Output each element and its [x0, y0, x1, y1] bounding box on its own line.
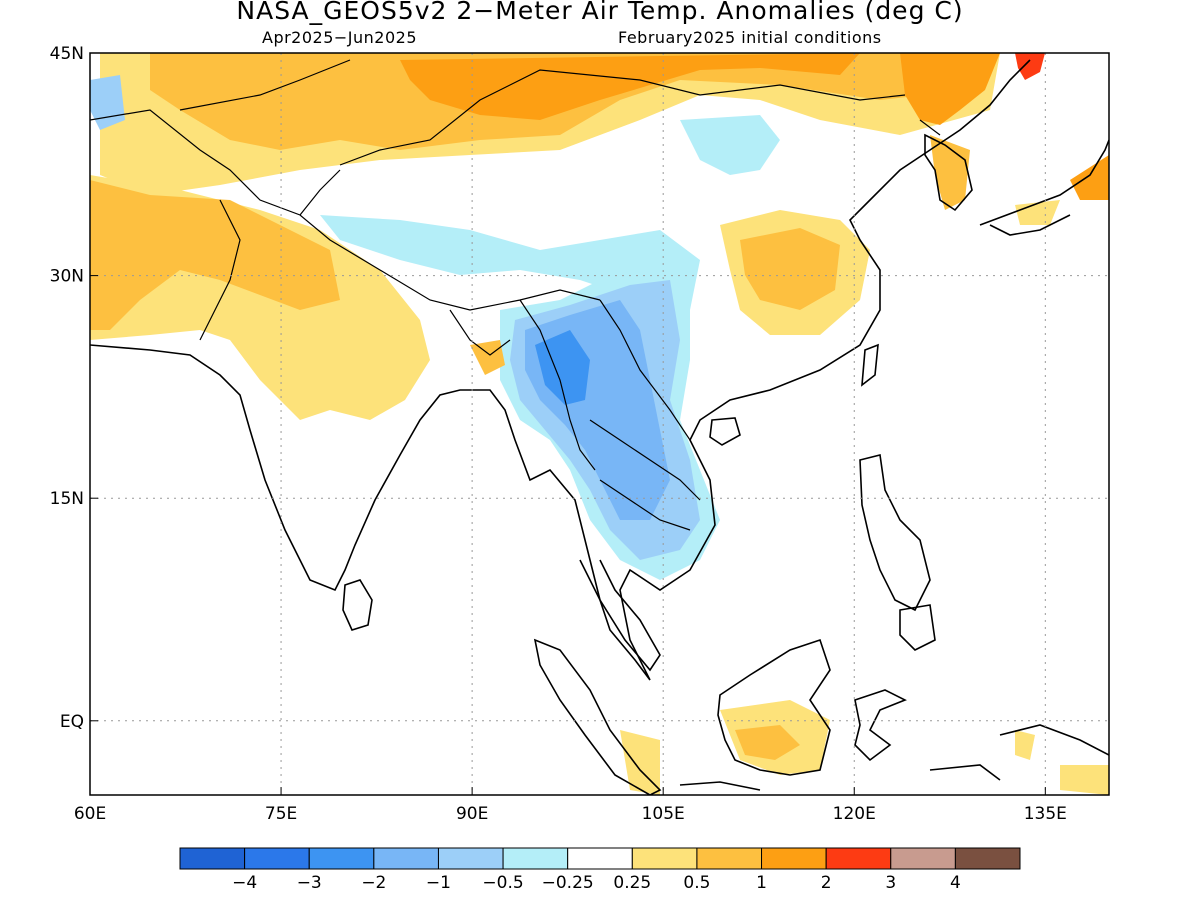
border	[179, 59, 351, 111]
colorbar-swatch	[308, 847, 375, 870]
anomaly-region	[680, 115, 780, 175]
anomaly-region	[400, 53, 860, 120]
anomaly-region	[620, 730, 660, 795]
coastline	[861, 343, 879, 387]
coastline	[579, 559, 661, 672]
colorbar-label: 0.5	[683, 873, 710, 893]
coastline	[342, 579, 373, 631]
border	[449, 309, 511, 356]
colorbar-label: −1	[426, 873, 451, 893]
forecast-period: Apr2025−Jun2025	[262, 28, 418, 47]
colorbar-label: 2	[821, 873, 832, 893]
border	[599, 299, 691, 441]
colorbar-label: 3	[885, 873, 896, 893]
coastline	[859, 454, 931, 612]
x-tick-label: 135E	[1024, 804, 1067, 824]
anomaly-region	[735, 725, 800, 760]
coastline	[979, 139, 1109, 226]
anomaly-region	[90, 75, 125, 130]
border	[919, 119, 941, 136]
coastline	[533, 638, 662, 795]
colorbar-swatch	[890, 847, 956, 870]
coastline	[717, 638, 831, 776]
border	[299, 169, 341, 216]
colorbar-label: −0.5	[482, 873, 523, 893]
country-borders	[90, 59, 941, 531]
y-tick-label: 15N	[50, 489, 84, 509]
coastline	[899, 604, 936, 651]
map-title: NASA_GEOS5v2 2−Meter Air Temp. Anomalies…	[236, 0, 964, 25]
axis-ticks: 60E 75E 90E 105E 120E 135E 45N 30N 15N EQ	[50, 44, 1067, 824]
coastline	[989, 214, 1071, 236]
coastline	[709, 417, 741, 446]
colorbar-label: 0.25	[613, 873, 651, 893]
colorbar-label: −4	[232, 873, 257, 893]
colorbar-swatch	[567, 847, 633, 870]
y-tick-label: 30N	[50, 267, 84, 287]
colorbar-swatch	[696, 847, 763, 870]
colorbar-swatch	[631, 847, 698, 870]
x-tick-label: 90E	[456, 804, 488, 824]
colorbar-label: −0.25	[542, 873, 594, 893]
colorbar: −4 −3 −2 −1 −0.5 −0.25 0.25 0.5 1 2 3 4	[179, 847, 1021, 893]
border	[589, 419, 701, 501]
anomaly-region	[1015, 53, 1045, 80]
coastline	[90, 59, 1031, 681]
colorbar-swatch	[761, 847, 827, 870]
anomaly-region	[535, 330, 590, 405]
anomaly-region	[90, 180, 340, 330]
border	[339, 69, 906, 166]
border	[199, 199, 241, 341]
initial-conditions: February2025 initial conditions	[618, 28, 882, 47]
colorbar-swatch	[437, 847, 504, 870]
colorbar-swatch	[244, 847, 310, 870]
x-tick-label: 105E	[642, 804, 685, 824]
x-tick-label: 75E	[265, 804, 297, 824]
coastline	[999, 724, 1109, 756]
colorbar-label: −3	[297, 873, 322, 893]
plot-frame	[89, 52, 1110, 796]
colorbar-swatch	[179, 847, 246, 870]
y-tick-label: EQ	[60, 712, 84, 732]
colorbar-label: −2	[361, 873, 386, 893]
x-tick-label: 60E	[74, 804, 106, 824]
anomaly-region	[1060, 765, 1109, 795]
border	[519, 299, 596, 471]
colorbar-label: 4	[950, 873, 961, 893]
colorbar-swatch	[954, 847, 1021, 870]
border	[599, 479, 691, 531]
anomaly-region	[470, 340, 505, 375]
y-tick-label: 45N	[50, 44, 84, 64]
anomaly-region	[740, 228, 840, 310]
anomaly-fills	[90, 53, 1109, 795]
anomaly-region	[930, 135, 970, 210]
colorbar-label: 1	[756, 873, 767, 893]
colorbar-swatch	[825, 847, 892, 870]
coastlines	[90, 59, 1109, 795]
coastline	[924, 133, 973, 212]
coastline	[679, 781, 761, 791]
coastline	[854, 689, 907, 762]
anomaly-region	[1015, 200, 1060, 225]
anomaly-region	[900, 53, 1000, 125]
anomaly-region	[1070, 155, 1109, 200]
x-tick-label: 120E	[833, 804, 876, 824]
colorbar-swatch	[373, 847, 439, 870]
colorbar-swatch	[502, 847, 569, 870]
anomaly-region	[1015, 730, 1035, 760]
coastline	[929, 764, 1001, 781]
grid-lines	[90, 53, 1109, 795]
